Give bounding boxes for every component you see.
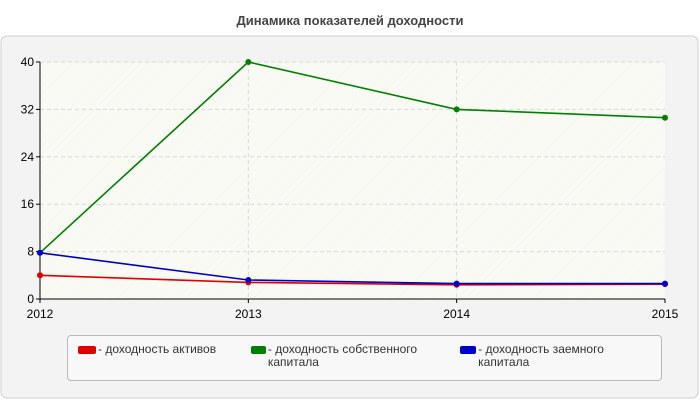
legend-label-debt: - доходность заемного капитала — [478, 342, 604, 369]
x-tick-label: 2013 — [235, 307, 262, 321]
legend-label-assets: - доходность активов — [98, 342, 217, 356]
legend-swatch-equity — [251, 346, 266, 354]
grid — [40, 61, 665, 299]
data-point[interactable] — [662, 114, 668, 121]
series-2 — [37, 249, 668, 287]
data-point[interactable] — [453, 106, 460, 113]
data-point[interactable] — [245, 277, 252, 284]
legend-item-assets[interactable]: - доходность активов — [78, 343, 238, 356]
x-tick-label: 2015 — [652, 307, 679, 321]
x-tick-label: 2012 — [27, 307, 54, 321]
x-tick-label: 2014 — [443, 307, 470, 321]
y-tick-label: 32 — [21, 102, 35, 116]
series-line — [39, 274, 666, 286]
series-line — [39, 61, 666, 254]
y-tick-label: 8 — [27, 245, 34, 259]
legend-item-equity[interactable]: - доходность собственного капитала — [251, 343, 436, 369]
axes — [36, 61, 666, 303]
series-line — [39, 252, 665, 285]
legend: - доходность активов - доходность собств… — [67, 335, 662, 381]
chart-title: Динамика показателей доходности — [236, 13, 463, 28]
y-tick-label: 0 — [27, 292, 34, 306]
y-tick-label: 40 — [21, 55, 35, 69]
legend-item-debt[interactable]: - доходность заемного капитала — [460, 343, 640, 369]
data-point[interactable] — [453, 280, 460, 287]
data-point[interactable] — [662, 280, 668, 287]
legend-swatch-assets — [78, 346, 96, 354]
data-point[interactable] — [37, 272, 43, 279]
tick-labels: 0 8 16 24 32 40 2012 2013 2014 2015 — [21, 55, 679, 321]
data-point[interactable] — [37, 249, 43, 256]
legend-label-equity: - доходность собственного капитала — [267, 342, 418, 369]
series — [37, 59, 668, 288]
data-point[interactable] — [245, 59, 252, 65]
y-tick-label: 16 — [21, 197, 35, 211]
y-tick-label: 24 — [21, 150, 35, 164]
plot-area-hatch — [40, 62, 665, 299]
legend-swatch-debt — [460, 346, 477, 354]
